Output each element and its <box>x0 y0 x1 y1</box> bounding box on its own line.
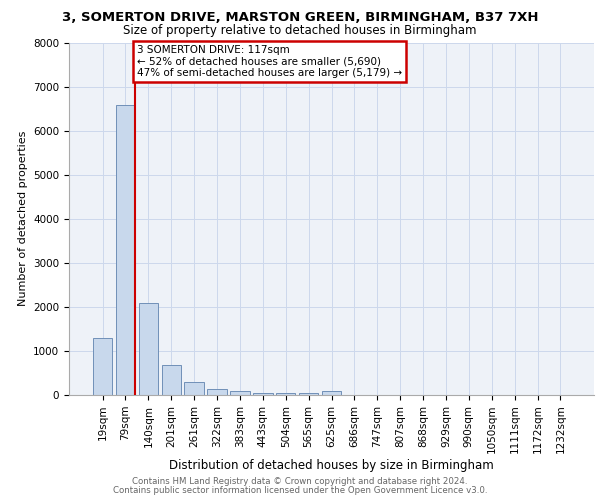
Bar <box>93 338 112 395</box>
Text: Size of property relative to detached houses in Birmingham: Size of property relative to detached ho… <box>123 24 477 37</box>
X-axis label: Distribution of detached houses by size in Birmingham: Distribution of detached houses by size … <box>169 459 494 472</box>
Bar <box>253 392 272 395</box>
Bar <box>208 390 227 395</box>
Text: 3 SOMERTON DRIVE: 117sqm
← 52% of detached houses are smaller (5,690)
47% of sem: 3 SOMERTON DRIVE: 117sqm ← 52% of detach… <box>137 44 402 78</box>
Bar <box>116 105 135 395</box>
Bar <box>299 393 319 395</box>
Bar <box>230 392 250 395</box>
Text: Contains HM Land Registry data © Crown copyright and database right 2024.: Contains HM Land Registry data © Crown c… <box>132 478 468 486</box>
Text: Contains public sector information licensed under the Open Government Licence v3: Contains public sector information licen… <box>113 486 487 495</box>
Bar <box>322 392 341 395</box>
Text: 3, SOMERTON DRIVE, MARSTON GREEN, BIRMINGHAM, B37 7XH: 3, SOMERTON DRIVE, MARSTON GREEN, BIRMIN… <box>62 11 538 24</box>
Bar <box>139 304 158 395</box>
Bar <box>276 393 295 395</box>
Bar <box>161 366 181 395</box>
Bar <box>184 382 204 395</box>
Y-axis label: Number of detached properties: Number of detached properties <box>17 131 28 306</box>
